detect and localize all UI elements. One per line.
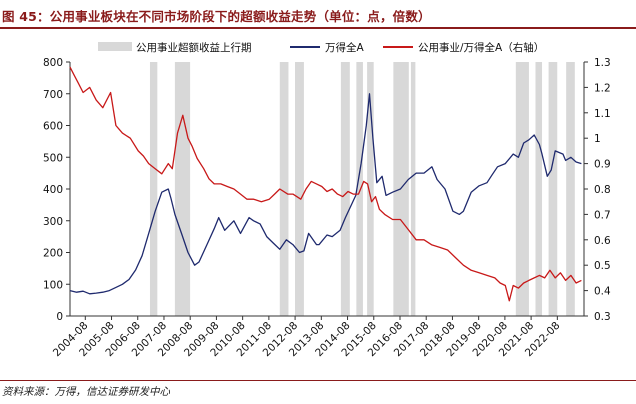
y-left-tick-label: 300 (43, 216, 63, 228)
y-right-tick-label: 1.3 (594, 57, 611, 69)
y-right-tick-label: 0.9 (594, 159, 611, 171)
legend-swatch-shade (98, 42, 132, 51)
legend: 公用事业超额收益上行期 万得全A 公用事业/万得全A（右轴） (98, 41, 544, 54)
legend-label-ratio: 公用事业/万得全A（右轴） (418, 41, 544, 54)
y-left-tick-label: 0 (56, 311, 63, 323)
legend-label-wind-a: 万得全A (325, 41, 364, 54)
y-right-tick-label: 0.6 (594, 235, 611, 247)
legend-label-shade: 公用事业超额收益上行期 (136, 41, 252, 54)
chart-title: 图 45：公用事业板块在不同市场阶段下的超额收益走势（单位：点，倍数） (2, 9, 431, 24)
y-right-tick-label: 0.7 (594, 209, 611, 221)
chart: 0 100 200 300 400 500 600 700 800 0.3 0.4 0.5 0.6 0.7… (43, 41, 611, 359)
y-right-tick-label: 1.1 (594, 108, 611, 120)
y-right-tick-label: 1.2 (594, 82, 611, 94)
y-left-tick-label: 800 (43, 57, 63, 69)
y-right-tick-label: 0.5 (594, 260, 611, 272)
shaded-period-11 (548, 62, 558, 316)
y-left-tick-label: 400 (43, 184, 63, 196)
y-left-tick-label: 500 (43, 152, 63, 164)
y-left-tick-label: 600 (43, 121, 63, 133)
axes (69, 62, 585, 317)
series-line (69, 66, 582, 302)
y-left-tick-label: 200 (43, 248, 63, 260)
shaded-period-1 (174, 62, 191, 316)
y-right-tick-label: 0.4 (594, 286, 611, 298)
shaded-periods (149, 62, 575, 316)
title-rule (0, 27, 636, 29)
shaded-period-3 (295, 62, 304, 316)
shaded-period-8 (410, 62, 416, 316)
shaded-period-2 (279, 62, 289, 316)
series-wind-a (69, 93, 582, 295)
series-ratio (69, 66, 582, 302)
y-left-tick-label: 100 (43, 279, 63, 291)
shaded-period-0 (149, 62, 158, 316)
shaded-period-4 (340, 62, 350, 316)
source-rule (0, 380, 636, 381)
shaded-period-10 (535, 62, 543, 316)
y-right-tick-label: 0.3 (594, 311, 611, 323)
y-right-tick-label: 1 (594, 133, 601, 145)
source-note: 资料来源：万得，信达证券研发中心 (2, 386, 170, 398)
y-right-tick-label: 0.8 (594, 184, 611, 196)
y-left-tick-label: 700 (43, 89, 63, 101)
shaded-period-5 (356, 62, 363, 316)
shaded-period-9 (515, 62, 529, 316)
shaded-period-12 (566, 62, 575, 316)
series-line (69, 93, 582, 295)
shaded-period-6 (367, 62, 374, 316)
